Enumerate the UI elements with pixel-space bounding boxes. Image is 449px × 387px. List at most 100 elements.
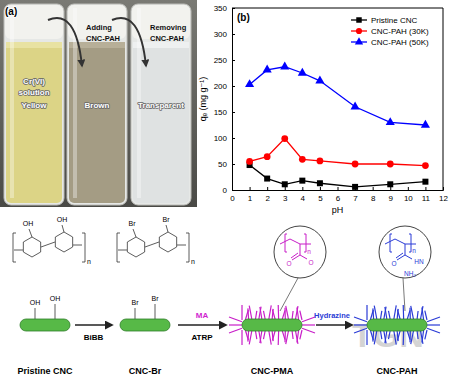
reaction-step: Hydrazine	[314, 311, 352, 325]
reaction-arrow	[316, 324, 352, 326]
polymer-chain	[259, 307, 261, 320]
x-tick-mark	[267, 187, 268, 190]
polymer-chain	[241, 305, 242, 320]
monomer-text: n	[412, 247, 416, 254]
bond	[117, 233, 120, 262]
bond	[29, 229, 32, 237]
bond	[118, 250, 127, 251]
y-tick: 100	[214, 134, 235, 143]
y-tick: 350	[214, 4, 235, 13]
polymer-chain	[247, 308, 249, 320]
y-tick-label: 0	[223, 186, 228, 195]
y-tick-mark	[232, 60, 235, 61]
chemical-structure: BrBrn	[117, 216, 195, 265]
zoom-circle	[379, 226, 431, 278]
x-axis-title: pH	[332, 205, 344, 215]
polymer-chain	[284, 308, 286, 320]
process-arrow	[112, 18, 146, 66]
polymer-chain	[427, 317, 440, 322]
arrow-text: Removing	[150, 23, 187, 32]
group-text: OH	[30, 299, 41, 306]
panel-label: (a)	[5, 6, 17, 17]
polymer-chain	[229, 317, 242, 322]
bond	[186, 233, 189, 262]
polymer-chain	[249, 330, 252, 344]
polymer-chain	[374, 330, 377, 344]
nanocrystal-rod	[20, 319, 70, 331]
polymer-chain	[385, 307, 387, 320]
polymer-chain	[297, 307, 299, 320]
bond	[13, 233, 16, 262]
panel-a: Cr(VI)solutionYellowBrownTransparentAddi…	[0, 0, 197, 207]
x-tick-mark	[338, 187, 339, 190]
data-point	[351, 102, 360, 110]
y-tick: 150	[214, 108, 235, 117]
legend-swatch-marker	[356, 28, 362, 34]
polymer-chain	[374, 306, 377, 320]
panel-b: 0123456789101112050100150200250300350(b)…	[198, 4, 448, 215]
group-text: OH	[50, 295, 61, 302]
polymer-chain	[384, 330, 386, 343]
polymer-chain	[397, 310, 400, 320]
structure-text: Br	[163, 216, 171, 223]
data-point	[352, 161, 359, 168]
polymer-chain	[372, 330, 374, 342]
x-tick-label: 0	[230, 194, 235, 203]
monomer-text: O	[286, 260, 291, 267]
data-point	[299, 178, 305, 184]
polymer-chain	[286, 306, 289, 320]
reaction-step: MAATRP	[178, 311, 226, 342]
nanocrystal-rod	[242, 319, 302, 331]
y-tick-mark	[232, 190, 235, 191]
bond	[292, 255, 300, 260]
vial-liquid	[6, 42, 62, 203]
liquid-meniscus	[6, 42, 62, 48]
data-point	[317, 180, 323, 186]
x-tick-label: 5	[318, 194, 323, 203]
legend-label: CNC-PAH (30K)	[371, 27, 429, 36]
data-point	[264, 176, 270, 182]
bond	[41, 242, 55, 247]
x-tick-label: 10	[404, 194, 413, 203]
chemical-structure: OHOHn	[13, 216, 91, 265]
nanocrystal-rod	[120, 319, 170, 331]
plot-background	[232, 8, 443, 190]
polymer-chain	[394, 305, 397, 320]
polymer-chain	[422, 330, 424, 343]
polymer-chain	[372, 308, 374, 320]
data-point	[386, 117, 395, 125]
legend-label: CNC-PAH (50K)	[371, 38, 429, 47]
bond	[300, 255, 307, 259]
y-tick-label: 100	[214, 134, 228, 143]
compound-label: CNC-PAH	[377, 366, 418, 376]
x-tick: 3	[283, 187, 288, 203]
photo-background	[0, 0, 197, 207]
vial-text: Cr(VI)	[23, 77, 45, 86]
x-tick: 8	[371, 187, 376, 203]
bond	[135, 308, 136, 319]
polymer-chain	[384, 307, 386, 320]
x-tick-mark	[302, 187, 303, 190]
compound: OOnCNC-PMA	[229, 226, 326, 376]
structure-text: OH	[23, 220, 34, 227]
x-tick: 11	[422, 187, 431, 203]
arrow-text: Adding	[86, 23, 112, 32]
data-point	[387, 161, 394, 168]
polymer-chain	[397, 330, 400, 340]
polymer-chain	[259, 330, 261, 343]
compound-label: Pristine CNC	[17, 366, 73, 376]
x-tick-mark	[285, 187, 286, 190]
y-tick: 0	[223, 186, 235, 195]
structure-text: OH	[57, 216, 68, 223]
x-tick-mark	[425, 187, 426, 190]
bond	[55, 304, 56, 319]
y-tick: 200	[214, 82, 235, 91]
figure: Cr(VI)solutionYellowBrownTransparentAddi…	[0, 0, 449, 387]
monomer-text: n	[307, 248, 311, 255]
monomer-text: NH₂	[404, 270, 416, 277]
polymer-chain	[295, 330, 298, 344]
polymer-chain	[272, 310, 275, 320]
x-tick-mark	[250, 187, 251, 190]
polymer-chain	[229, 328, 242, 333]
x-tick-label: 2	[265, 194, 270, 203]
